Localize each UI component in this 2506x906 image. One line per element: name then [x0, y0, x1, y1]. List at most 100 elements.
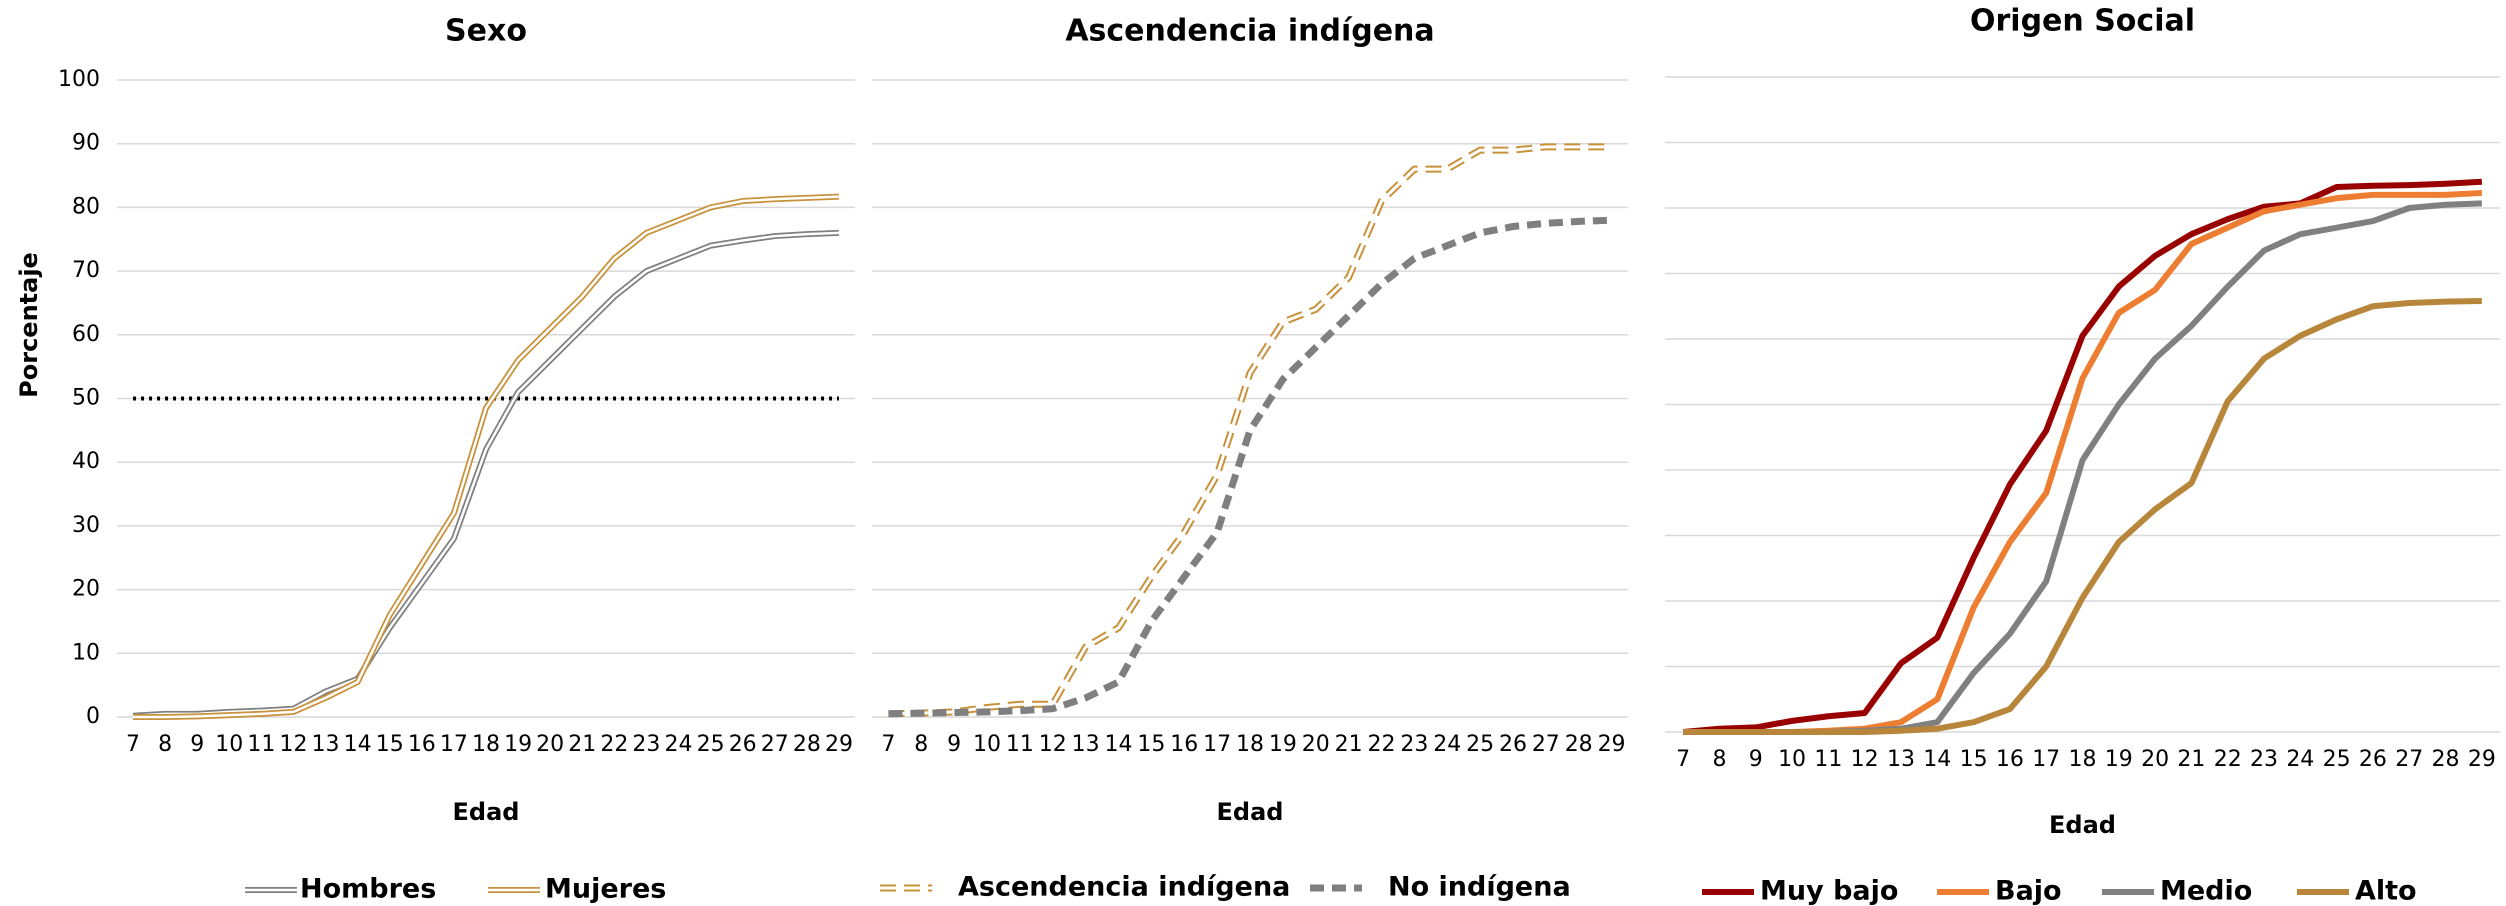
x-tick-label: 9: [947, 732, 961, 757]
chart-title: Ascendencia indígena: [1065, 14, 1434, 49]
x-tick-label: 23: [632, 732, 660, 757]
x-tick-label: 7: [881, 732, 895, 757]
x-tick-label: 13: [1887, 747, 1915, 772]
x-tick-label: 17: [1203, 732, 1231, 757]
y-tick-label: 0: [86, 704, 100, 729]
x-tick-label: 12: [1851, 747, 1879, 772]
x-tick-label: 21: [1335, 732, 1363, 757]
x-tick-label: 23: [1400, 732, 1428, 757]
x-tick-label: 25: [2323, 747, 2351, 772]
y-tick-label: 100: [58, 67, 100, 92]
x-tick-label: 23: [2250, 747, 2278, 772]
x-tick-label: 17: [2032, 747, 2060, 772]
y-tick-label: 40: [72, 449, 100, 474]
x-tick-label: 22: [600, 732, 628, 757]
legend-label: Muy bajo: [1760, 876, 1898, 906]
line-series: [1682, 178, 2483, 735]
x-tick-label: 18: [1236, 732, 1264, 757]
line-series: [888, 216, 1612, 718]
x-tick-label: 8: [914, 732, 928, 757]
x-tick-label: 16: [1170, 732, 1198, 757]
x-tick-label: 28: [793, 732, 821, 757]
x-tick-label: 25: [1466, 732, 1494, 757]
x-tick-label: 17: [440, 732, 468, 757]
x-tick-label: 14: [344, 732, 372, 757]
x-tick-label: 22: [1367, 732, 1395, 757]
y-tick-label: 70: [72, 258, 100, 283]
line-series: [1683, 200, 2482, 735]
x-tick-label: 11: [247, 732, 275, 757]
line-series-inner: [132, 231, 840, 717]
x-tick-label: 12: [1039, 732, 1067, 757]
x-axis-label: Edad: [2049, 811, 2116, 839]
y-tick-label: 20: [72, 577, 100, 602]
x-tick-label: 19: [1269, 732, 1297, 757]
x-tick-label: 27: [2395, 747, 2423, 772]
x-tick-label: 9: [1749, 747, 1763, 772]
y-tick-label: 10: [72, 640, 100, 665]
x-tick-label: 29: [2468, 747, 2496, 772]
x-tick-label: 20: [536, 732, 564, 757]
chart-title: Sexo: [445, 14, 527, 49]
x-tick-label: 7: [126, 732, 140, 757]
x-tick-label: 24: [1433, 732, 1461, 757]
line-series-inner: [133, 195, 840, 719]
x-tick-label: 14: [1105, 732, 1133, 757]
legend-label: No indígena: [1388, 872, 1571, 903]
x-tick-label: 15: [1137, 732, 1165, 757]
x-tick-label: 21: [2177, 747, 2205, 772]
line-series: [132, 229, 840, 719]
x-tick-label: 26: [729, 732, 757, 757]
x-tick-label: 24: [665, 732, 693, 757]
line-series-inner: [888, 145, 1612, 716]
x-axis-label: Edad: [453, 798, 520, 826]
x-tick-label: 20: [1302, 732, 1330, 757]
line-series: [888, 143, 1612, 718]
x-tick-label: 15: [1960, 747, 1988, 772]
x-tick-label: 9: [190, 732, 204, 757]
y-tick-label: 30: [72, 513, 100, 538]
x-tick-label: 10: [1778, 747, 1806, 772]
x-tick-label: 27: [761, 732, 789, 757]
x-tick-label: 14: [1923, 747, 1951, 772]
x-tick-label: 19: [504, 732, 532, 757]
x-tick-label: 11: [1006, 732, 1034, 757]
x-tick-label: 16: [408, 732, 436, 757]
y-tick-label: 90: [72, 131, 100, 156]
x-axis-label: Edad: [1217, 798, 1284, 826]
legend-label: Alto: [2355, 876, 2417, 906]
x-tick-label: 25: [697, 732, 725, 757]
x-tick-label: 19: [2105, 747, 2133, 772]
x-tick-label: 21: [568, 732, 596, 757]
legend-label: Ascendencia indígena: [958, 872, 1290, 903]
legend-label: Hombres: [300, 874, 436, 905]
chart-title: Origen Social: [1970, 4, 2195, 39]
y-tick-label: 60: [72, 322, 100, 347]
x-tick-label: 27: [1532, 732, 1560, 757]
x-tick-label: 18: [2069, 747, 2097, 772]
x-tick-label: 13: [1072, 732, 1100, 757]
y-tick-label: 80: [72, 194, 100, 219]
x-tick-label: 10: [215, 732, 243, 757]
y-axis-label: Porcentaje: [15, 252, 43, 398]
x-tick-label: 24: [2286, 747, 2314, 772]
x-tick-label: 22: [2214, 747, 2242, 772]
x-tick-label: 11: [1814, 747, 1842, 772]
legend-label: Mujeres: [545, 874, 666, 905]
y-tick-label: 50: [72, 386, 100, 411]
x-tick-label: 12: [279, 732, 307, 757]
x-tick-label: 26: [1499, 732, 1527, 757]
x-tick-label: 29: [1598, 732, 1626, 757]
legend-label: Medio: [2160, 876, 2252, 906]
x-tick-label: 20: [2141, 747, 2169, 772]
x-tick-label: 28: [2432, 747, 2460, 772]
x-tick-label: 28: [1565, 732, 1593, 757]
line-series: [1683, 298, 2482, 735]
x-tick-label: 18: [472, 732, 500, 757]
x-tick-label: 8: [1712, 747, 1726, 772]
x-tick-label: 8: [158, 732, 172, 757]
x-tick-label: 7: [1676, 747, 1690, 772]
x-tick-label: 13: [312, 732, 340, 757]
legend-label: Bajo: [1995, 876, 2062, 906]
